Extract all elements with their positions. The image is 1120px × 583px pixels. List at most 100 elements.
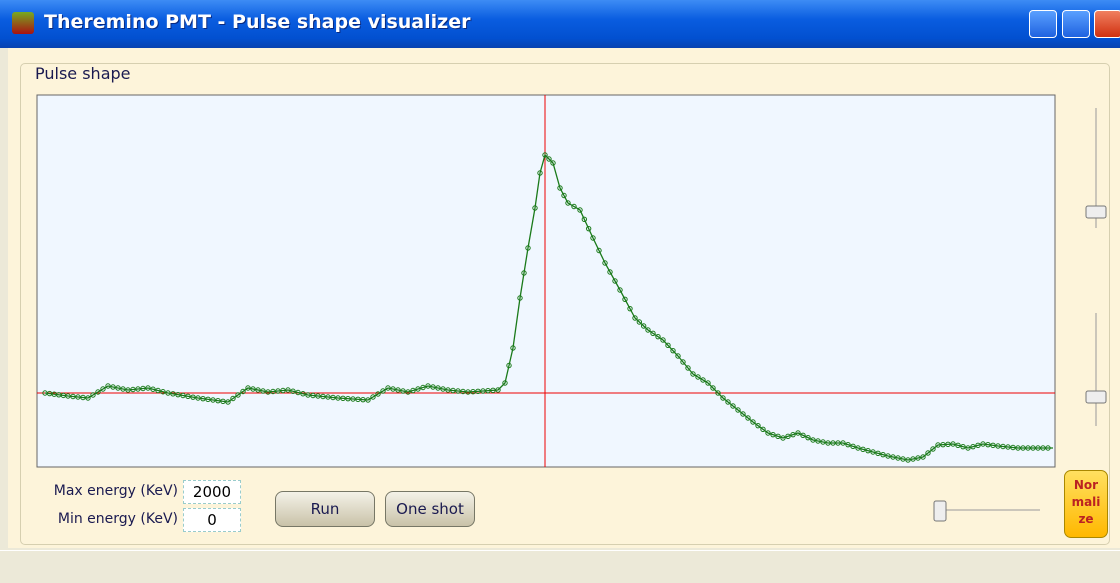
sample-marker bbox=[1015, 445, 1021, 451]
sample-marker bbox=[440, 386, 446, 392]
sample-marker bbox=[90, 392, 96, 398]
sample-marker bbox=[890, 454, 896, 460]
sample-marker bbox=[510, 345, 516, 351]
sample-marker bbox=[225, 399, 231, 405]
sample-marker bbox=[320, 393, 326, 400]
sample-marker bbox=[565, 200, 571, 206]
sample-marker bbox=[617, 287, 623, 293]
sample-marker bbox=[845, 441, 851, 448]
sample-marker bbox=[1035, 445, 1041, 451]
sample-marker bbox=[160, 389, 166, 395]
plot bbox=[36, 94, 1107, 522]
sample-marker bbox=[450, 387, 456, 394]
sample-marker bbox=[480, 388, 486, 394]
sample-marker bbox=[880, 451, 886, 458]
sample-marker bbox=[970, 443, 976, 450]
sample-marker bbox=[985, 441, 991, 448]
sample-marker bbox=[230, 395, 236, 402]
sample-marker bbox=[715, 390, 721, 396]
maximize-button[interactable] bbox=[1062, 10, 1090, 38]
sample-marker bbox=[645, 327, 651, 333]
sample-marker bbox=[965, 445, 971, 451]
sample-marker bbox=[395, 387, 401, 393]
sample-marker bbox=[755, 422, 761, 429]
sample-marker bbox=[350, 396, 356, 402]
close-button[interactable] bbox=[1094, 10, 1120, 38]
sample-marker bbox=[775, 433, 781, 440]
sample-marker bbox=[150, 386, 156, 392]
sample-marker bbox=[365, 397, 371, 403]
sample-marker bbox=[577, 207, 583, 213]
sample-marker bbox=[270, 388, 276, 395]
sample-marker bbox=[835, 440, 841, 446]
one-shot-button[interactable]: One shot bbox=[385, 491, 475, 527]
sample-marker bbox=[205, 396, 211, 403]
sample-marker bbox=[810, 437, 816, 443]
sample-marker bbox=[275, 388, 281, 394]
title-bar: Theremino PMT - Pulse shape visualizer bbox=[0, 0, 1120, 48]
sample-marker bbox=[895, 455, 901, 461]
sample-marker bbox=[612, 278, 618, 284]
sample-marker bbox=[636, 319, 643, 325]
normalize-button[interactable]: Nor mali ze bbox=[1064, 470, 1108, 538]
sample-marker bbox=[475, 388, 481, 395]
sample-marker bbox=[850, 443, 856, 450]
sample-marker bbox=[1005, 444, 1011, 450]
sample-marker bbox=[870, 449, 876, 455]
sample-marker bbox=[820, 439, 826, 445]
group-label: Pulse shape bbox=[32, 64, 134, 83]
sample-marker bbox=[465, 389, 471, 395]
sample-marker bbox=[370, 394, 376, 400]
sample-marker bbox=[490, 387, 496, 394]
sample-marker bbox=[1010, 444, 1016, 451]
sample-marker bbox=[690, 371, 696, 377]
normalize-text: mali bbox=[1071, 495, 1101, 509]
sample-marker bbox=[561, 192, 567, 199]
sample-marker bbox=[581, 216, 588, 223]
sample-marker bbox=[905, 457, 911, 463]
sample-marker bbox=[665, 342, 671, 349]
sample-marker bbox=[65, 393, 71, 399]
sample-marker bbox=[335, 395, 341, 401]
sample-marker bbox=[265, 389, 271, 395]
sample-marker bbox=[542, 152, 548, 158]
sample-marker bbox=[410, 387, 416, 394]
sample-marker bbox=[805, 434, 811, 441]
sample-marker bbox=[240, 388, 246, 395]
sample-marker bbox=[145, 385, 151, 391]
sample-marker bbox=[660, 337, 666, 343]
sample-marker bbox=[596, 247, 602, 254]
sample-marker bbox=[800, 432, 806, 439]
sample-marker bbox=[521, 270, 527, 276]
min-energy-input[interactable]: 0 bbox=[183, 508, 241, 532]
sample-marker bbox=[425, 383, 431, 389]
sample-marker bbox=[655, 333, 661, 340]
sample-marker bbox=[770, 431, 776, 438]
run-button[interactable]: Run bbox=[275, 491, 375, 527]
group-box bbox=[20, 63, 1110, 545]
sample-marker bbox=[900, 456, 906, 462]
client-area: Pulse shape Max energy (KeV) 2000 Min en… bbox=[8, 48, 1120, 548]
sample-marker bbox=[780, 435, 786, 441]
slider-thumb[interactable] bbox=[1085, 205, 1107, 219]
sample-marker bbox=[730, 403, 736, 409]
sample-marker bbox=[700, 377, 706, 383]
sample-marker bbox=[400, 388, 406, 394]
sample-marker bbox=[1030, 445, 1036, 451]
sample-marker bbox=[305, 392, 311, 398]
slider-thumb[interactable] bbox=[933, 500, 947, 522]
window-title: Theremino PMT - Pulse shape visualizer bbox=[44, 11, 471, 33]
sample-marker bbox=[300, 391, 306, 397]
sample-marker bbox=[485, 387, 491, 394]
slider-thumb[interactable] bbox=[1085, 390, 1107, 404]
sample-marker bbox=[130, 386, 136, 393]
sample-marker bbox=[175, 391, 181, 398]
sample-marker bbox=[750, 419, 756, 425]
max-energy-input[interactable]: 2000 bbox=[183, 480, 241, 504]
sample-marker bbox=[430, 384, 436, 390]
sample-marker bbox=[930, 446, 936, 452]
sample-marker bbox=[120, 386, 126, 392]
sample-marker bbox=[125, 387, 131, 393]
sample-marker bbox=[255, 387, 261, 393]
minimize-button[interactable] bbox=[1029, 10, 1057, 38]
